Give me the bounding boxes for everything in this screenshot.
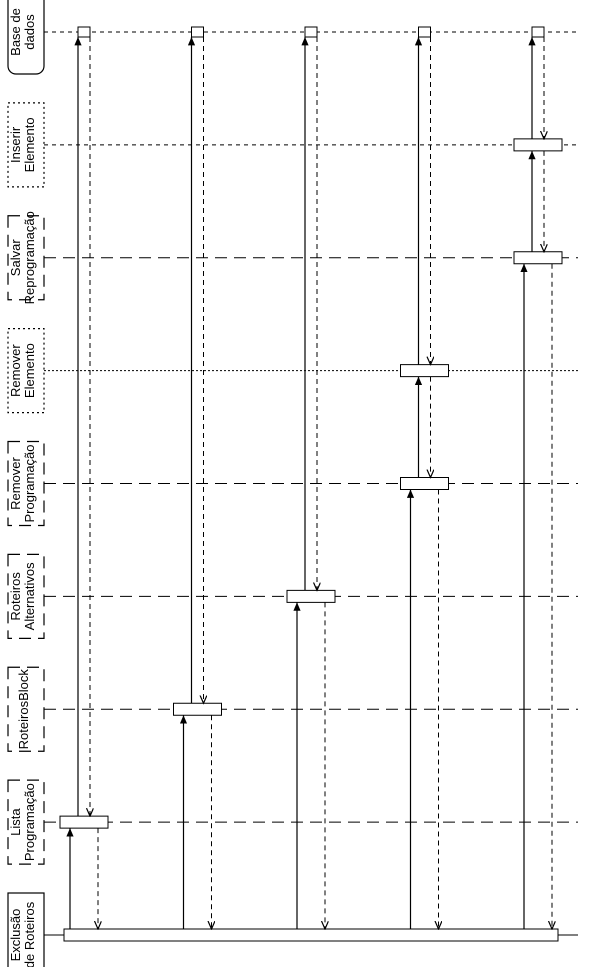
lane-label-insElem: Elemento bbox=[22, 117, 37, 172]
activation-db-4 bbox=[532, 27, 544, 37]
activation-remProg bbox=[401, 478, 449, 490]
activation-block bbox=[174, 703, 222, 715]
lane-label-exclusao: Exclusão bbox=[8, 909, 23, 962]
activation-remElem bbox=[401, 365, 449, 377]
activation-db-0 bbox=[78, 27, 90, 37]
lane-label-lista: Programação bbox=[22, 783, 37, 861]
lane-label-alt: Alternativos bbox=[22, 562, 37, 630]
lane-label-insElem: Inserir bbox=[8, 126, 23, 163]
activation-db-3 bbox=[419, 27, 431, 37]
lane-label-salvar: Salvar bbox=[8, 239, 23, 277]
activation-db-1 bbox=[192, 27, 204, 37]
lane-label-remElem: Elemento bbox=[22, 343, 37, 398]
lane-label-exclusao: de Roteiros bbox=[22, 901, 37, 967]
lane-label-remProg: Programação bbox=[22, 444, 37, 522]
activation-salvar bbox=[514, 252, 562, 264]
lane-label-remProg: Remover bbox=[8, 456, 23, 509]
activation-alt bbox=[287, 590, 335, 602]
lane-label-lista: Lista bbox=[8, 808, 23, 836]
lane-label-db: Base de bbox=[8, 8, 23, 56]
sequence-diagram: Exclusãode RoteirosListaProgramaçãoRotei… bbox=[0, 0, 590, 967]
activation-lista bbox=[60, 816, 108, 828]
lane-label-db: dados bbox=[22, 14, 37, 50]
lane-label-block: RoteirosBlock bbox=[16, 669, 31, 750]
activation-exclusao bbox=[64, 929, 558, 941]
activation-db-2 bbox=[305, 27, 317, 37]
lane-label-alt: Roteiros bbox=[8, 572, 23, 621]
lane-label-salvar: Reprogramação bbox=[22, 211, 37, 304]
activation-insElem bbox=[514, 139, 562, 151]
lane-label-remElem: Remover bbox=[8, 344, 23, 397]
